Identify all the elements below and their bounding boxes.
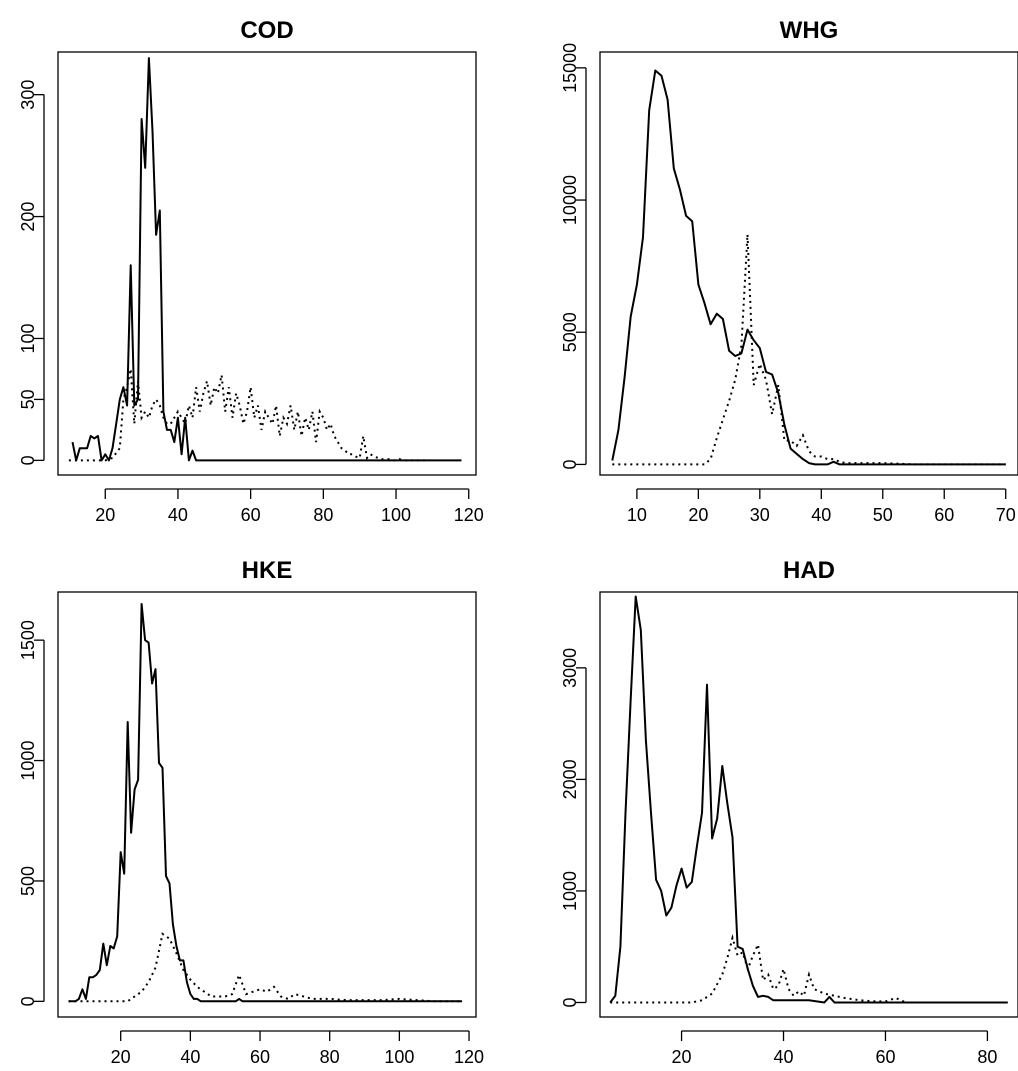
panel-whg: WHG 10 20 30 40 50 60 70 0 5000 10000 15000 bbox=[560, 17, 1018, 525]
y-tick-label: 0 bbox=[18, 455, 38, 465]
y-tick-label: 50 bbox=[18, 389, 38, 409]
y-tick-label: 1000 bbox=[18, 741, 38, 781]
y-tick-label: 3000 bbox=[560, 648, 580, 688]
y-tick-label: 100 bbox=[18, 323, 38, 353]
x-tick-label: 20 bbox=[688, 505, 708, 525]
x-tick-label: 100 bbox=[381, 505, 411, 525]
y-tick-label: 0 bbox=[18, 996, 38, 1006]
plot-frame-whg bbox=[599, 51, 1018, 476]
x-tick-label: 60 bbox=[934, 505, 954, 525]
x-tick-label: 120 bbox=[454, 505, 484, 525]
x-tick-label: 30 bbox=[750, 505, 770, 525]
series-line-solid-had bbox=[609, 595, 1008, 1004]
x-tick-label: 20 bbox=[672, 1047, 692, 1067]
x-tick-label: 50 bbox=[873, 505, 893, 525]
panel-title-had: HAD bbox=[783, 557, 835, 584]
series-line-dotted-hke bbox=[68, 932, 463, 1003]
x-tick-label: 60 bbox=[250, 1047, 270, 1067]
series-line-dotted-had bbox=[610, 933, 1008, 1004]
series-line-dotted-cod bbox=[68, 368, 426, 462]
series-line-solid-cod bbox=[71, 57, 462, 462]
y-tick-label: 2000 bbox=[560, 759, 580, 799]
series-line-solid-whg bbox=[611, 69, 1006, 466]
plot-frame-cod bbox=[57, 51, 477, 476]
y-tick-label: 300 bbox=[18, 80, 38, 110]
panel-title-hke: HKE bbox=[242, 557, 293, 584]
y-tick-label: 10000 bbox=[560, 175, 580, 225]
y-tick-label: 15000 bbox=[560, 43, 580, 93]
x-tick-label: 120 bbox=[454, 1047, 484, 1067]
x-tick-label: 60 bbox=[241, 505, 261, 525]
y-tick-label: 1500 bbox=[18, 620, 38, 660]
x-tick-label: 20 bbox=[95, 505, 115, 525]
y-tick-label: 0 bbox=[560, 459, 580, 469]
x-tick-label: 80 bbox=[977, 1047, 997, 1067]
y-tick-label: 500 bbox=[18, 866, 38, 896]
y-tick-label: 0 bbox=[560, 997, 580, 1007]
x-tick-label: 20 bbox=[111, 1047, 131, 1067]
panel-had: HAD 20 40 60 80 0 1000 2000 3000 bbox=[560, 557, 1018, 1067]
x-tick-label: 100 bbox=[384, 1047, 414, 1067]
x-tick-label: 70 bbox=[996, 505, 1016, 525]
x-tick-label: 40 bbox=[811, 505, 831, 525]
x-tick-label: 40 bbox=[180, 1047, 200, 1067]
y-tick-label: 5000 bbox=[560, 312, 580, 352]
x-tick-label: 40 bbox=[168, 505, 188, 525]
plot-frame-had bbox=[599, 591, 1018, 1018]
x-tick-label: 60 bbox=[875, 1047, 895, 1067]
x-tick-label: 10 bbox=[627, 505, 647, 525]
panel-cod: COD 20 40 60 80 100 120 0 50 100 200 300 bbox=[18, 17, 484, 525]
x-tick-label: 40 bbox=[773, 1047, 793, 1067]
panel-title-whg: WHG bbox=[780, 17, 839, 44]
series-line-dotted-whg bbox=[612, 234, 1006, 466]
y-tick-label: 1000 bbox=[560, 871, 580, 911]
plot-frame-hke bbox=[57, 591, 477, 1018]
panel-title-cod: COD bbox=[240, 17, 293, 44]
x-tick-label: 80 bbox=[320, 1047, 340, 1067]
y-tick-label: 200 bbox=[18, 202, 38, 232]
panel-hke: HKE 20 40 60 80 100 120 0 500 1000 1500 bbox=[18, 557, 484, 1067]
series-line-solid-hke bbox=[68, 603, 463, 1003]
x-tick-label: 80 bbox=[313, 505, 333, 525]
